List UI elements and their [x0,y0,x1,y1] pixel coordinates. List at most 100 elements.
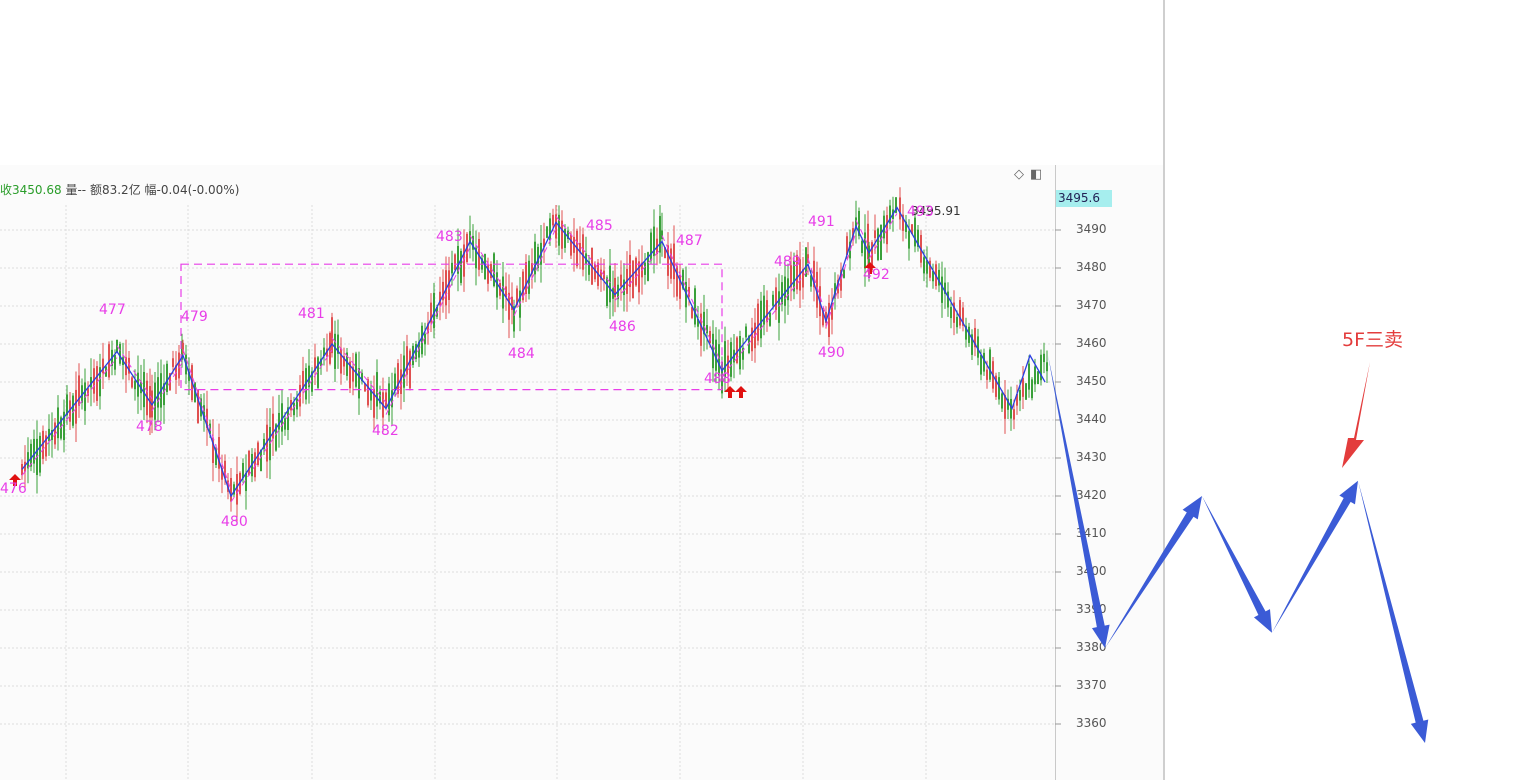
candle-body [679,274,681,299]
candle-body [320,358,322,367]
candle-body [323,347,325,357]
candle-body [968,326,970,343]
candle-body [245,472,247,492]
candle-body [457,245,459,274]
pivot-label: 480 [221,514,248,530]
candle-body [1046,362,1048,372]
candle-body [998,377,1000,400]
pivot-label: 483 [436,229,463,246]
candle-body [822,309,824,326]
candle-body [361,372,363,382]
candle-body [629,254,631,288]
y-tick-label: 3450 [1076,374,1107,388]
candle-body [700,313,702,346]
candle-body [1037,371,1039,385]
candle-body [840,269,842,291]
candle-body [430,302,432,323]
candle-body [30,443,32,467]
change-text: 幅-0.04(-0.00%) [144,183,240,197]
candle-body [570,234,572,256]
candle-body [861,240,863,253]
candle-body [938,269,940,286]
candle-body [837,279,839,294]
peak-price-label: 3495.91 [911,204,961,218]
candle-body [816,271,818,308]
candle-body [329,332,331,364]
candle-body [337,334,339,354]
pivot-label: 481 [298,306,325,322]
annotation-arrow [1342,362,1370,468]
candle-body [99,367,101,397]
candle-body [230,477,232,502]
candle-body [911,224,913,234]
candle-body [334,333,336,369]
close-value: 3450.68 [12,183,62,197]
candle-body [21,464,23,476]
segment-channel [555,216,616,289]
candle-body [421,325,423,355]
candle-body [397,363,399,394]
candle-body [971,334,973,355]
candle-body [902,214,904,231]
candle-body [39,435,41,473]
candle-body [134,380,136,390]
candle-body [451,262,453,274]
candle-body [1040,354,1042,381]
panel-toggle-icon[interactable]: ◧ [1030,167,1043,182]
segment-channel [513,228,557,317]
candle-body [484,253,486,280]
candle-body [986,369,988,380]
pivot-label: 478 [136,418,163,435]
candle-body [899,197,901,220]
candle-body [394,373,396,391]
candle-body [493,253,495,287]
projection-arrow [1048,355,1110,648]
candle-body [75,389,77,424]
candle-body [373,388,375,418]
y-tick-label: 3360 [1076,716,1107,730]
candle-body [1034,366,1036,385]
candle-body [63,411,65,441]
candle-body [454,254,456,271]
y-tick-label: 3470 [1076,298,1107,312]
candle-body [871,242,873,270]
candle-body [275,424,277,451]
candle-body [775,287,777,311]
candle-body [508,292,510,320]
candle-body [883,215,885,239]
candle-body [582,234,584,270]
segment-channel [721,269,809,377]
candle-body [673,243,675,280]
candle-body [516,288,518,305]
pivot-label: 485 [586,218,613,235]
candle-body [534,241,536,275]
candle-body [620,274,622,287]
candle-body [308,365,310,388]
candle-body [724,341,726,378]
segment-channel [116,345,153,400]
candle-body [96,366,98,401]
buy-arrow-icon [735,386,747,398]
candle-body [72,395,74,426]
panel-divider[interactable] [1163,0,1165,780]
candle-body [706,325,708,334]
y-tick-label: 3460 [1076,336,1107,350]
candle-body [959,300,961,326]
range-box [180,263,723,391]
candle-body [691,307,693,318]
candle-body [929,260,931,278]
candle-body [391,390,393,408]
candle-body [650,232,652,261]
diamond-icon[interactable]: ◇ [1014,167,1024,182]
candle-body [236,474,238,505]
candle-body [178,352,180,379]
projection-arrow [1202,496,1272,633]
pivot-label: 479 [181,309,208,326]
candle-body [688,286,690,297]
candle-body [400,369,402,394]
candle-body [908,231,910,249]
segment-channel [21,357,118,476]
candle-body [78,375,80,406]
candle-body [855,217,857,227]
segment-channel [661,235,723,365]
